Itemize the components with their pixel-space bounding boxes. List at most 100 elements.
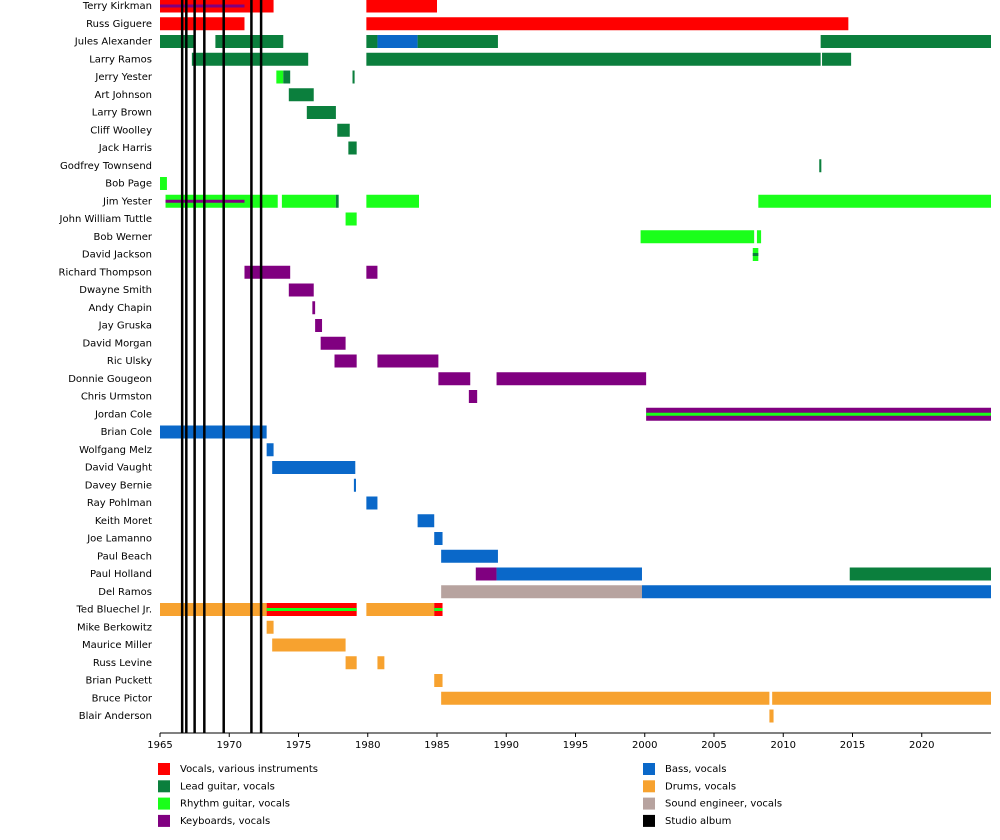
x-tick-label: 2000 [632, 740, 657, 751]
member-bar [366, 603, 435, 616]
legend-label: Vocals, various instruments [180, 764, 318, 775]
legend-swatch [158, 797, 170, 810]
member-bar [266, 443, 274, 457]
member-bar [496, 567, 642, 581]
member-bar [352, 70, 355, 84]
member-label: Terry Kirkman [82, 1, 152, 12]
x-tick-label: 1985 [424, 740, 449, 751]
member-label: Wolfgang Melz [79, 445, 152, 456]
member-label: Ric Ulsky [107, 356, 152, 367]
x-tick-label: 2005 [701, 740, 726, 751]
legend-swatch [643, 797, 655, 810]
member-label: Andy Chapin [88, 303, 152, 314]
member-bar [438, 372, 471, 386]
x-tick-label: 1975 [286, 740, 311, 751]
member-label: Dwayne Smith [79, 285, 152, 296]
member-bar [377, 354, 439, 368]
member-bar [272, 638, 346, 652]
member-bar [822, 52, 852, 66]
member-bar [434, 532, 443, 545]
member-bar [756, 230, 762, 244]
x-tick-label: 2020 [909, 740, 934, 751]
member-bar [160, 177, 167, 190]
legend-swatch [158, 763, 170, 775]
member-label: Bruce Pictor [92, 693, 153, 704]
member-bar [820, 35, 991, 48]
role-stripe [434, 608, 443, 611]
member-bar [441, 691, 770, 705]
member-label: Joe Lamanno [86, 534, 152, 545]
legend-label: Sound engineer, vocals [665, 799, 782, 810]
member-label: Brian Puckett [85, 676, 152, 687]
member-label: Brian Cole [101, 427, 152, 438]
member-label: David Jackson [82, 250, 152, 261]
member-label: David Vaught [85, 463, 152, 474]
legend-swatch [158, 814, 170, 827]
member-bar [160, 35, 195, 48]
member-label: Larry Ramos [89, 54, 152, 65]
member-bar [640, 230, 755, 244]
x-tick-label: 1990 [494, 740, 519, 751]
member-bar [441, 585, 642, 599]
member-bar [160, 17, 245, 31]
member-label: Chris Urmston [81, 392, 152, 403]
member-bar [417, 514, 435, 528]
legend-swatch [643, 814, 655, 827]
member-bar [345, 656, 357, 670]
role-stripe [160, 4, 245, 8]
member-bar [475, 567, 497, 581]
member-label: Jordan Cole [94, 409, 152, 420]
member-bar [434, 674, 443, 687]
member-bar [641, 585, 991, 599]
role-stripe [646, 412, 991, 416]
member-label: Ted Bluechel Jr. [76, 605, 152, 616]
member-bar [266, 620, 274, 634]
member-label: Jack Harris [98, 143, 152, 154]
member-label: Richard Thompson [59, 267, 152, 278]
member-bar [377, 656, 385, 670]
member-bar [366, 17, 849, 31]
member-label: David Morgan [82, 338, 152, 349]
member-bar [849, 567, 991, 581]
legend-swatch [643, 763, 655, 775]
member-bar [312, 301, 316, 315]
member-label: Mike Berkowitz [77, 622, 152, 633]
x-tick-label: 1970 [217, 740, 242, 751]
member-bar [272, 461, 356, 474]
member-bar [366, 194, 419, 208]
member-label: Jerry Yester [94, 72, 152, 83]
member-bar [417, 35, 498, 48]
member-bar [377, 35, 418, 48]
member-label: Bob Page [105, 179, 152, 190]
x-tick-label: 1980 [355, 740, 380, 751]
member-label: Blair Anderson [79, 711, 152, 722]
member-bar [306, 106, 336, 119]
member-bar [281, 194, 336, 208]
member-bar [244, 265, 291, 279]
member-label: Art Johnson [95, 90, 152, 101]
member-bar [772, 691, 991, 705]
member-bar [468, 390, 478, 403]
member-bar [348, 141, 357, 155]
member-bar [496, 372, 647, 386]
member-label: Davey Bernie [85, 480, 152, 491]
member-bar [819, 159, 822, 173]
legend-label: Studio album [665, 816, 731, 827]
member-label: Maurice Miller [82, 640, 153, 651]
x-tick-label: 1965 [147, 740, 172, 751]
member-bar [366, 35, 378, 48]
member-bar [315, 319, 323, 332]
member-label: Jules Alexander [74, 37, 153, 48]
member-bar [276, 70, 284, 84]
member-label: Bob Werner [94, 232, 153, 243]
member-bar [366, 265, 378, 279]
member-label: Cliff Woolley [90, 125, 152, 136]
legend-swatch [643, 780, 655, 793]
member-label: Donnie Gougeon [68, 374, 152, 385]
legend-swatch [158, 780, 170, 793]
member-bar [337, 123, 350, 137]
x-tick-label: 2010 [771, 740, 796, 751]
member-bar [288, 88, 314, 102]
